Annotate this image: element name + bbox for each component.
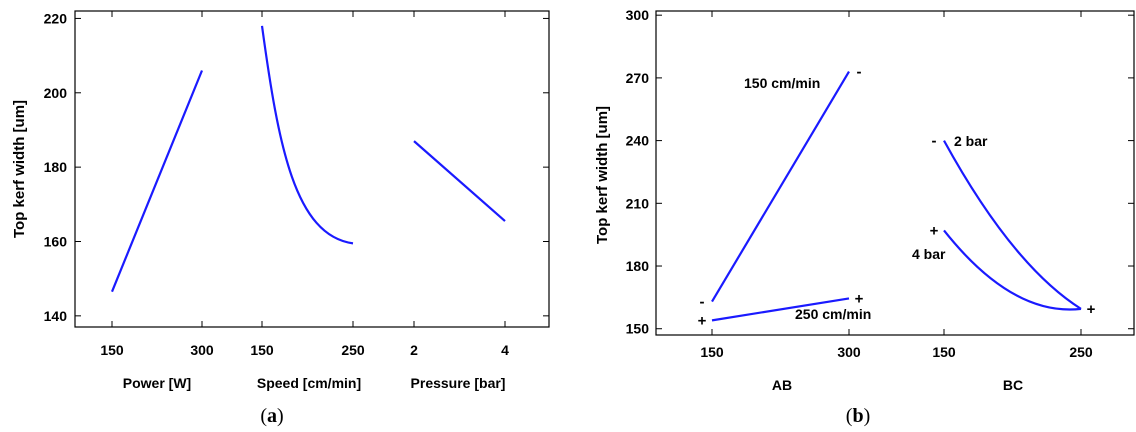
chart-b-series-line (711, 71, 850, 303)
chart-b-sign-marker: + (1087, 301, 1096, 318)
chart-a-xlabel-pressure: Pressure [bar] (411, 375, 506, 391)
chart-b-x-tick-label: 150 (700, 344, 724, 360)
chart-b-series-line (943, 140, 1082, 310)
chart-a-x-tick-label: 250 (341, 342, 365, 358)
chart-b-series (711, 71, 1082, 322)
chart-a-y-axis-label: Top kerf width [um] (11, 100, 28, 238)
chart-a-x-tick-label: 2 (410, 342, 418, 358)
chart-b-x-axis: 150 300 150 250 (700, 11, 1093, 360)
series-label-150-cm-min: 150 cm/min (744, 75, 820, 91)
chart-a-series-line (110, 70, 204, 293)
chart-b-series-line (943, 229, 1082, 311)
series-label-250-cm-min: 250 cm/min (795, 306, 871, 322)
chart-b-sign-marker: - (857, 64, 862, 81)
chart-a-x-tick-label: 300 (190, 342, 214, 358)
chart-b-xlabel-bc: BC (1003, 377, 1023, 393)
chart-b-y-axis: 150 180 210 240 270 300 (626, 7, 1134, 337)
chart-b-x-tick-label: 150 (932, 344, 956, 360)
chart-a-x-tick-label: 150 (250, 342, 274, 358)
chart-a-y-tick-label: 140 (44, 308, 68, 324)
chart-a-series-line (413, 140, 506, 222)
chart-b-y-axis-label: Top kerf width [um] (594, 106, 611, 244)
chart-a-xlabel-power: Power [W] (123, 375, 191, 391)
chart-b-y-tick-label: 150 (626, 321, 650, 337)
chart-b-y-tick-label: 300 (626, 7, 650, 23)
chart-b-y-tick-label: 180 (626, 258, 650, 274)
chart-a: 140 160 180 200 220 150 300 150 250 2 4 Top kerf … (11, 10, 550, 427)
chart-a-series-line (260, 25, 354, 245)
chart-a-y-tick-label: 200 (44, 85, 68, 101)
chart-b-y-tick-label: 270 (626, 70, 650, 86)
chart-b-sign-marker: + (855, 290, 864, 307)
chart-a-xlabel-speed: Speed [cm/min] (257, 375, 361, 391)
chart-a-x-tick-label: 4 (501, 342, 509, 358)
chart-b-y-tick-label: 240 (626, 133, 650, 149)
chart-b-signs: -- ++-++ (698, 64, 1096, 330)
chart-b-sign-marker: - (932, 133, 937, 150)
chart-b-sign-marker: + (698, 312, 707, 329)
chart-a-y-tick-label: 180 (44, 159, 68, 175)
chart-b-frame (655, 10, 1135, 336)
chart-b-series-line (711, 297, 850, 322)
chart-a-frame (74, 10, 550, 328)
chart-b-xlabel-ab: AB (772, 377, 792, 393)
chart-b-sign-marker: - (700, 294, 705, 311)
chart-b-x-tick-label: 250 (1069, 344, 1093, 360)
chart-a-x-axis: 150 300 150 250 2 4 (100, 11, 509, 358)
chart-a-series (110, 25, 506, 293)
series-label-4-bar: 4 bar (912, 246, 946, 262)
chart-a-y-tick-label: 220 (44, 10, 68, 26)
chart-a-y-tick-label: 160 (44, 233, 68, 249)
chart-a-caption: (a) (260, 405, 283, 427)
chart-b-x-tick-label: 300 (837, 344, 861, 360)
chart-a-y-axis: 140 160 180 200 220 (44, 10, 549, 324)
chart-b-sign-marker: + (930, 222, 939, 239)
series-label-2-bar: 2 bar (954, 133, 988, 149)
chart-a-x-tick-label: 150 (100, 342, 124, 358)
chart-b-caption: (b) (846, 405, 870, 427)
chart-b-y-tick-label: 210 (626, 195, 650, 211)
